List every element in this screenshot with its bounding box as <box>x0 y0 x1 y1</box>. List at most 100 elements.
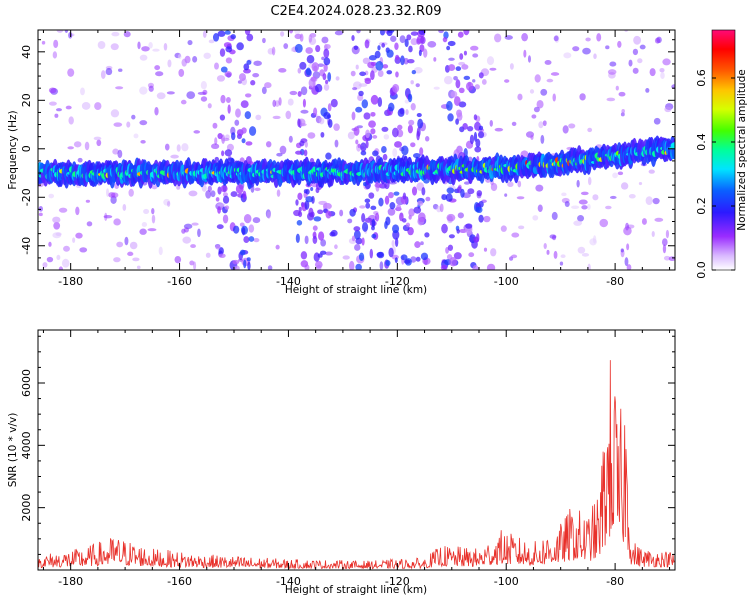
noise-blob <box>38 212 43 217</box>
noise-blob <box>378 197 384 207</box>
noise-blob <box>94 102 102 111</box>
noise-blob <box>481 79 487 85</box>
noise-blob <box>283 43 289 49</box>
noise-blob <box>408 119 415 126</box>
noise-blob <box>233 265 240 270</box>
noise-blob <box>377 70 384 78</box>
noise-blob <box>65 105 72 110</box>
noise-blob <box>42 262 48 268</box>
noise-blob <box>433 86 440 90</box>
y-tick-label: 4000 <box>20 431 33 459</box>
noise-blob <box>215 197 220 202</box>
noise-blob <box>97 40 106 50</box>
noise-blob <box>252 217 261 224</box>
noise-blob <box>239 249 246 256</box>
noise-blob <box>126 121 131 128</box>
noise-blob <box>297 67 302 74</box>
noise-blob <box>593 53 597 60</box>
noise-blob <box>323 48 330 59</box>
noise-blob <box>645 88 650 93</box>
noise-blob <box>414 241 421 249</box>
noise-blob <box>294 33 302 40</box>
noise-blob <box>236 42 244 51</box>
noise-blob <box>388 191 394 199</box>
noise-blob <box>361 222 369 232</box>
noise-blob <box>137 41 141 50</box>
noise-blob <box>376 251 385 259</box>
noise-blob <box>517 93 523 101</box>
noise-blob <box>473 236 479 243</box>
x-tick-label: -100 <box>494 275 519 288</box>
noise-blob <box>493 33 502 43</box>
noise-blob <box>562 125 569 134</box>
colorbar-frame <box>711 29 736 271</box>
noise-blob <box>410 256 417 263</box>
noise-blob <box>275 244 280 250</box>
noise-blob <box>446 45 451 51</box>
noise-blob <box>654 37 661 44</box>
noise-blob <box>147 228 157 232</box>
noise-blob <box>535 184 544 192</box>
noise-blob <box>245 141 253 146</box>
noise-blob <box>632 48 639 56</box>
noise-blob <box>339 209 344 217</box>
noise-blob <box>230 132 236 141</box>
noise-blob <box>511 232 520 238</box>
noise-blob <box>379 261 384 270</box>
noise-blob <box>421 30 425 34</box>
noise-blob <box>300 109 309 114</box>
noise-blob <box>606 97 616 102</box>
noise-blob <box>475 138 481 148</box>
noise-blob <box>425 196 431 202</box>
noise-blob <box>148 85 154 92</box>
noise-blob <box>295 199 299 206</box>
noise-blob <box>299 140 305 147</box>
noise-blob <box>53 39 59 49</box>
noise-blob <box>202 89 208 95</box>
noise-blob <box>267 265 273 270</box>
noise-blob <box>295 150 303 155</box>
bottom-y-axis-label: SNR (10 * v/v) <box>7 413 19 488</box>
noise-blob <box>659 67 665 73</box>
noise-blob <box>106 188 110 197</box>
noise-blob <box>230 34 236 40</box>
noise-blob <box>246 257 251 262</box>
noise-blob <box>290 47 294 52</box>
y-tick-label: 6000 <box>20 369 33 397</box>
noise-blob <box>38 206 43 212</box>
noise-blob <box>463 50 467 56</box>
noise-blob <box>410 80 414 85</box>
noise-blob <box>384 195 390 205</box>
noise-blob <box>353 226 361 232</box>
noise-blob <box>192 56 198 63</box>
noise-blob <box>189 260 195 266</box>
noise-blob <box>637 58 643 64</box>
noise-blob <box>386 30 393 37</box>
noise-blob <box>540 88 548 96</box>
noise-blob <box>469 134 475 145</box>
noise-blob <box>247 261 251 270</box>
noise-blob <box>478 72 484 79</box>
noise-blob <box>177 54 182 60</box>
noise-blob <box>360 142 367 152</box>
noise-blob <box>413 152 421 159</box>
noise-blob <box>446 100 453 111</box>
noise-blob <box>534 74 541 83</box>
noise-blob <box>154 65 161 71</box>
noise-blob <box>266 211 271 219</box>
noise-blob <box>381 42 386 48</box>
noise-blob <box>64 30 69 34</box>
noise-blob <box>540 134 545 144</box>
noise-blob <box>553 250 558 259</box>
noise-blob <box>347 218 353 224</box>
noise-blob <box>305 188 310 195</box>
noise-blob <box>232 225 240 234</box>
noise-blob <box>334 139 339 148</box>
noise-blob <box>241 227 246 236</box>
colorbar: 0.0 0.2 0.4 0.6 Normalized spectral amplitu… <box>695 29 748 279</box>
noise-blob <box>371 218 376 228</box>
noise-blob <box>420 241 424 246</box>
noise-blob <box>649 68 656 77</box>
noise-blob <box>186 91 196 99</box>
noise-blob <box>587 203 591 210</box>
